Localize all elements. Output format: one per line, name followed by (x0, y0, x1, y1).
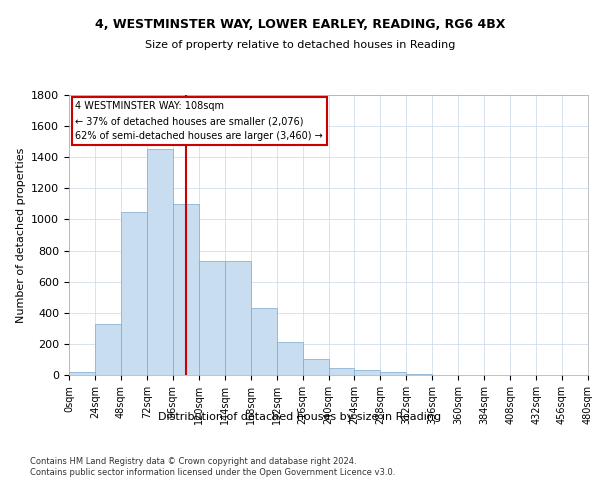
Bar (147, 150, 173, 375)
Bar (173, 204, 199, 375)
Text: 4, WESTMINSTER WAY, LOWER EARLEY, READING, RG6 4BX: 4, WESTMINSTER WAY, LOWER EARLEY, READIN… (95, 18, 505, 30)
Text: Contains HM Land Registry data © Crown copyright and database right 2024.
Contai: Contains HM Land Registry data © Crown c… (30, 458, 395, 477)
Y-axis label: Number of detached properties: Number of detached properties (16, 148, 26, 322)
Bar (277, 342, 302, 375)
Bar (329, 368, 355, 375)
Bar (121, 212, 147, 375)
Bar (380, 372, 406, 375)
Bar (69, 372, 95, 375)
Bar (251, 308, 277, 375)
Text: Size of property relative to detached houses in Reading: Size of property relative to detached ho… (145, 40, 455, 50)
Bar (406, 374, 432, 375)
Bar (355, 370, 380, 375)
Bar (95, 324, 121, 375)
Bar (199, 262, 224, 375)
Text: 4 WESTMINSTER WAY: 108sqm
← 37% of detached houses are smaller (2,076)
62% of se: 4 WESTMINSTER WAY: 108sqm ← 37% of detac… (76, 101, 323, 141)
Text: Distribution of detached houses by size in Reading: Distribution of detached houses by size … (158, 412, 442, 422)
Bar (225, 262, 251, 375)
Bar (302, 358, 329, 375)
